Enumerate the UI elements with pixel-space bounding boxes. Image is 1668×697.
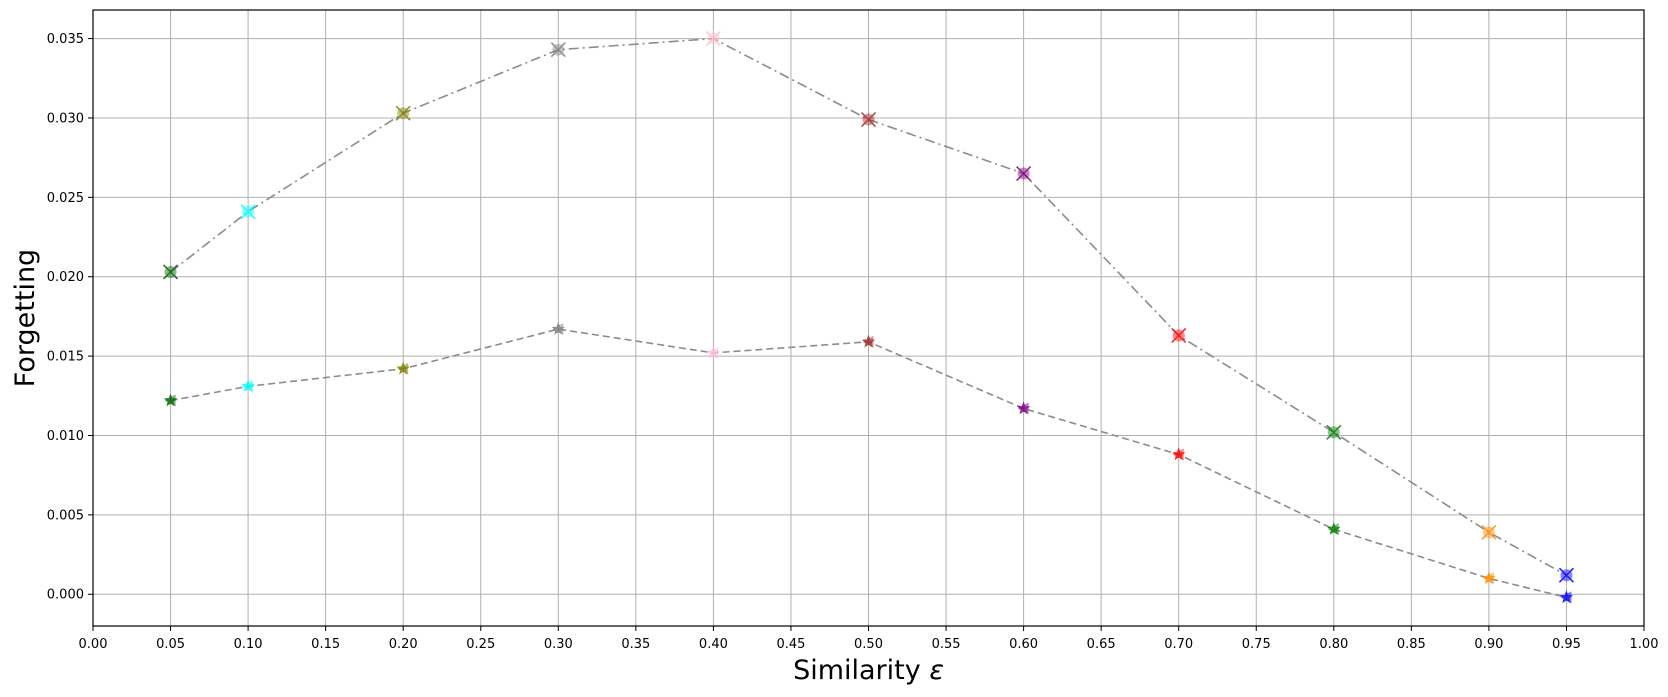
data-point-s1-5 [861,334,876,348]
data-point-s1-4 [706,345,721,359]
y-tick-label-2: 0.010 [47,429,84,444]
data-point-s1-0 [163,393,178,407]
grid-lines [92,10,1645,626]
x-tick-label-1: 0.05 [156,637,185,652]
y-tick-label-5: 0.025 [47,191,84,206]
y-axis-ticks: 0.000 0.005 0.010 0.015 0.020 0.025 0.030 0.035 [47,32,93,603]
data-point-s1-1 [241,379,255,393]
data-point-s1-3 [551,322,565,336]
data-point-s1-2 [396,361,410,375]
data-point-s0-8 [1326,424,1342,440]
data-point-s0-7 [1171,327,1187,344]
data-point-s0-0 [162,264,179,280]
x-tick-label-16: 0.80 [1319,637,1348,652]
x-tick-label-17: 0.85 [1397,637,1426,652]
data-point-s0-3 [550,42,566,58]
x-tick-label-0: 0.00 [79,637,108,652]
y-tick-label-3: 0.015 [47,350,84,365]
x-tick-label-13: 0.65 [1087,637,1116,652]
x-tick-label-12: 0.60 [1009,637,1038,652]
x-axis-title: Similarity ε [793,655,944,686]
data-point-s0-6 [1016,165,1032,182]
x-tick-label-10: 0.50 [854,637,883,652]
x-axis-title-text: Similarity [793,655,921,686]
x-tick-label-2: 0.10 [234,637,263,652]
x-tick-label-20: 1.00 [1630,637,1659,652]
x-tick-label-18: 0.90 [1474,637,1503,652]
data-point-s0-9 [1481,524,1497,540]
y-tick-label-4: 0.020 [47,270,84,285]
x-tick-label-7: 0.35 [621,637,650,652]
x-tick-label-11: 0.55 [932,637,961,652]
x-tick-label-14: 0.70 [1164,637,1193,652]
data-point-s1-6 [1016,401,1031,415]
data-point-s0-10 [1558,567,1575,583]
data-point-s1-8 [1327,522,1341,536]
data-point-s0-2 [395,105,411,121]
x-axis-ticks: 0.00 0.05 0.10 0.15 0.20 0.25 0.30 0.35 0.40 0.45… [79,626,1659,652]
data-point-s0-4 [705,31,721,47]
data-point-s1-9 [1482,571,1496,585]
x-tick-label-9: 0.45 [776,637,805,652]
y-axis-title: Forgetting [10,249,41,387]
x-axis-title-symbol: ε [929,655,944,686]
y-tick-label-1: 0.005 [47,508,84,523]
data-point-s1-10 [1559,590,1574,604]
data-markers [162,31,1575,604]
x-tick-label-8: 0.40 [699,637,728,652]
y-tick-label-0: 0.000 [47,588,84,603]
x-tick-label-4: 0.20 [389,637,418,652]
data-point-s1-7 [1172,447,1186,461]
y-tick-label-6: 0.030 [47,111,84,126]
x-tick-label-6: 0.30 [544,637,573,652]
series-line-0 [170,37,1567,576]
y-tick-label-7: 0.035 [47,32,84,47]
data-point-s0-1 [240,204,256,220]
data-point-s0-5 [860,111,877,128]
x-tick-label-5: 0.25 [466,637,495,652]
x-tick-label-15: 0.75 [1242,637,1271,652]
x-tick-label-19: 0.95 [1552,637,1581,652]
x-tick-label-3: 0.15 [311,637,340,652]
